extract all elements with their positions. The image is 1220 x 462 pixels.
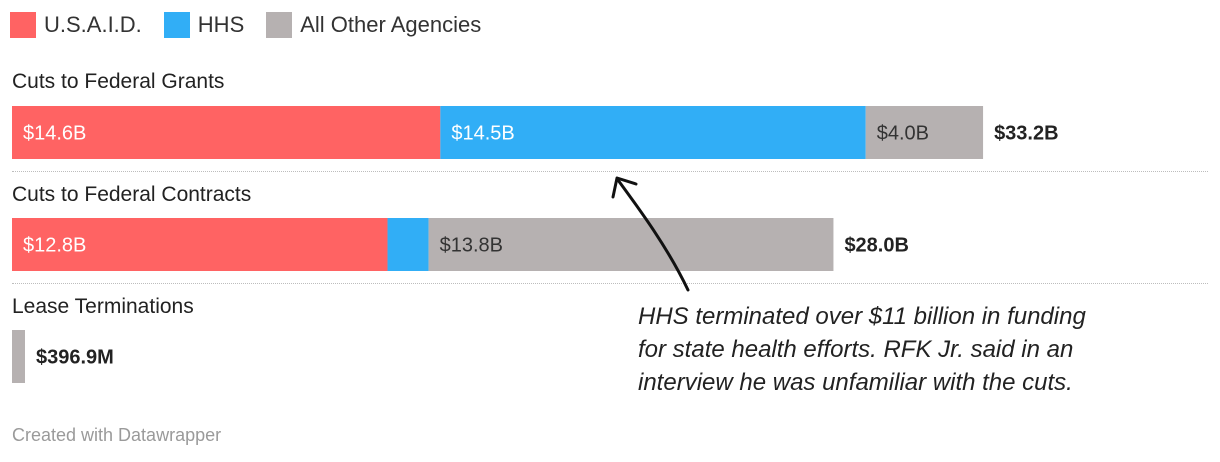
- row-label-leases: Lease Terminations: [12, 295, 194, 318]
- row-total-label: $396.9M: [36, 347, 114, 369]
- legend-item-hhs: HHS: [163, 12, 245, 38]
- bar-segment-all-other-agencies: [12, 330, 25, 383]
- legend: U.S.A.I.D. HHS All Other Agencies: [10, 12, 503, 38]
- bar-segment-all-other-agencies: [428, 218, 834, 271]
- bar-segment-all-other-agencies: [865, 106, 984, 159]
- legend-swatch-hhs: [163, 12, 190, 38]
- legend-label-hhs: HHS: [197, 12, 245, 37]
- row-total-label: $28.0B: [844, 235, 909, 257]
- segment-value-label: $13.8B: [440, 235, 503, 257]
- bar-segment-u-s-a-i-d: [12, 218, 388, 271]
- segment-value-label: $14.6B: [23, 123, 86, 145]
- row-label-grants: Cuts to Federal Grants: [12, 70, 225, 93]
- legend-label-usaid: U.S.A.I.D.: [44, 12, 142, 37]
- segment-value-label: $4.0B: [877, 123, 929, 145]
- segment-value-label: $12.8B: [23, 235, 86, 257]
- legend-label-other: All Other Agencies: [300, 12, 482, 37]
- bar-segment-hhs: [387, 218, 429, 271]
- legend-swatch-other: [266, 12, 293, 38]
- legend-item-usaid: U.S.A.I.D.: [10, 12, 142, 38]
- row-separator: [12, 283, 1208, 284]
- row-label-contracts: Cuts to Federal Contracts: [12, 183, 252, 206]
- credit-text: Created with Datawrapper: [12, 425, 222, 445]
- bar-segment-hhs: [440, 106, 866, 159]
- legend-swatch-usaid: [10, 12, 36, 38]
- legend-item-other: All Other Agencies: [266, 12, 481, 38]
- row-separator: [12, 171, 1208, 172]
- row-total-label: $33.2B: [994, 123, 1059, 145]
- annotation-arrow: [616, 178, 690, 292]
- annotation-arrowhead: [611, 176, 638, 199]
- annotation-text: HHS terminated over $11 billion in fundi…: [638, 303, 1086, 396]
- segment-value-label: $14.5B: [451, 123, 514, 145]
- bar-segment-u-s-a-i-d: [12, 106, 441, 159]
